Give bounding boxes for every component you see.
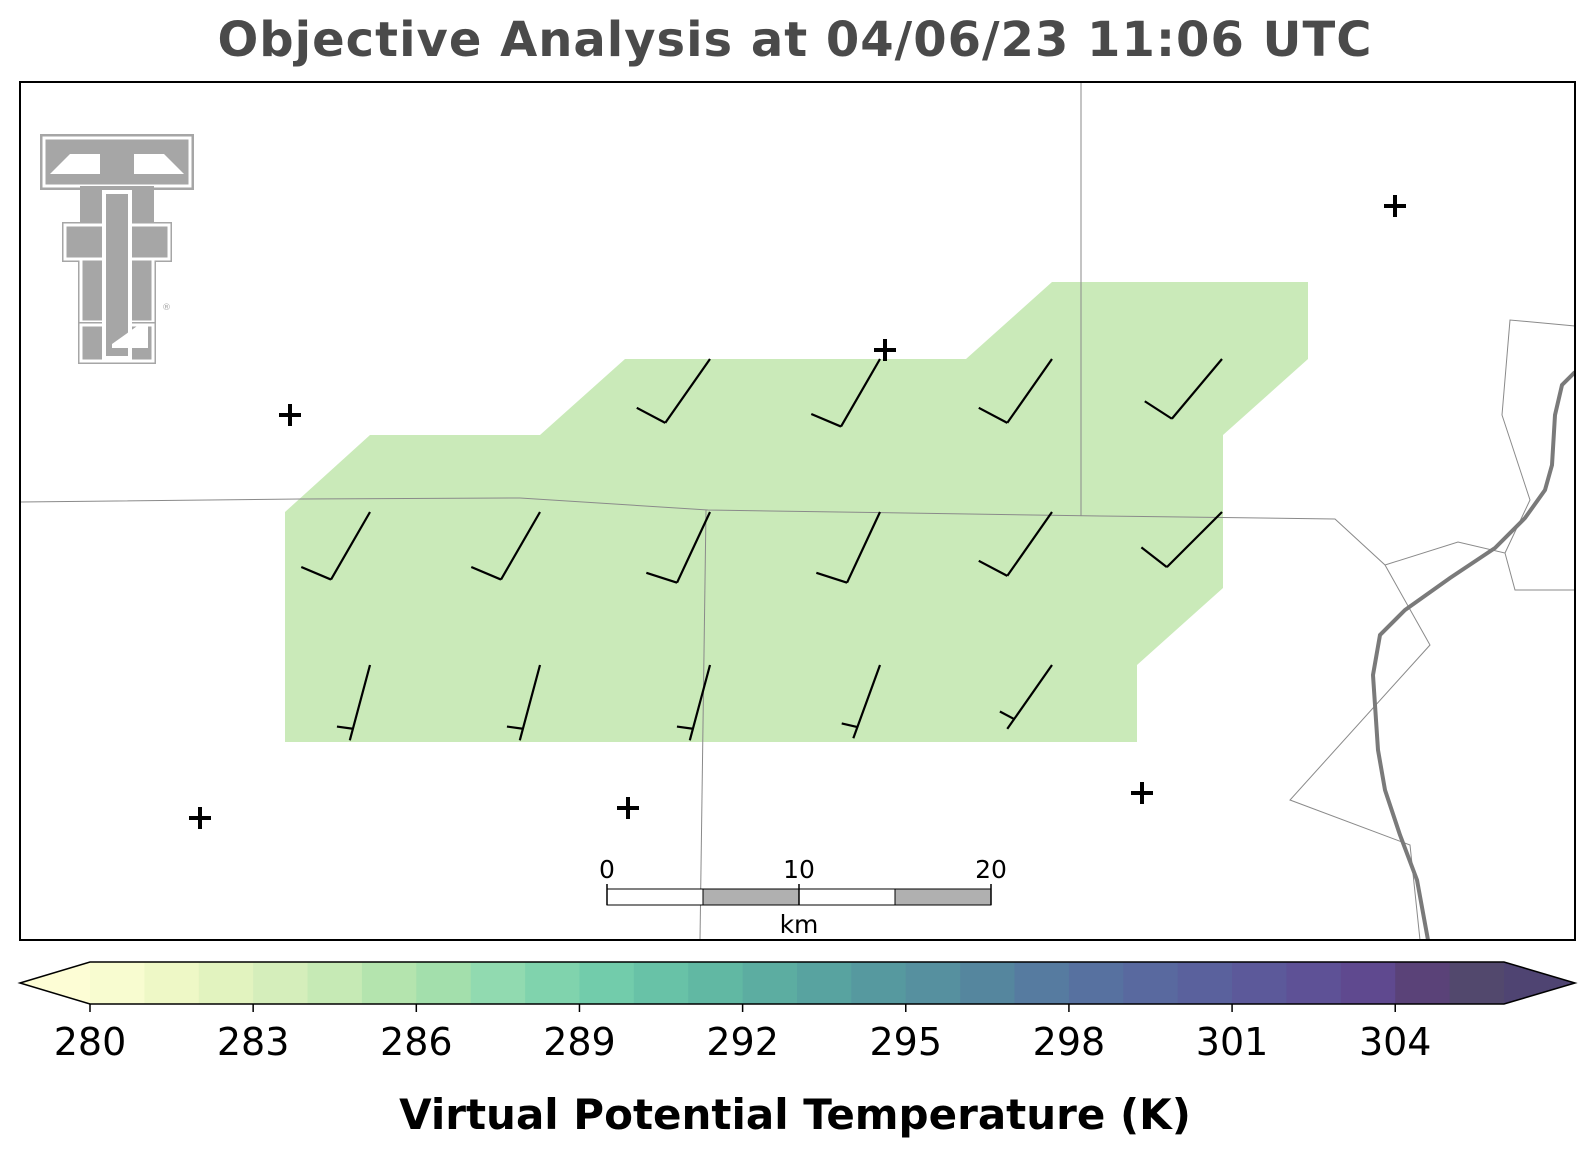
scale-bar-segment [798,888,896,906]
scale-bar-segment [894,888,992,906]
colorbar-cell [633,962,689,1004]
colorbar-cell [470,962,526,1004]
colorbar-cell [90,962,145,1004]
colorbar-cell [960,962,1016,1004]
colorbar-tick-label: 304 [1359,1020,1432,1064]
colorbar-cell [1014,962,1070,1004]
scale-label-10: 10 [783,855,815,884]
colorbar-cell [742,962,798,1004]
colorbar-tick-label: 295 [870,1020,943,1064]
colorbar-label: Virtual Potential Temperature (K) [399,1090,1191,1139]
colorbar-cell [1232,962,1288,1004]
colorbar-cell [579,962,635,1004]
colorbar-tick-label: 298 [1033,1020,1106,1064]
wind-barb [1140,511,1223,569]
scale-bar: 0 10 20 km [599,855,1007,939]
colorbar-cell [1395,962,1451,1004]
scale-bar-segment [606,888,704,906]
colorbar-cell [1068,962,1124,1004]
colorbar-cell [416,962,472,1004]
colorbar-cells [90,962,1505,1004]
colorbar-cell [253,962,309,1004]
station-marker [874,339,896,361]
colorbar-tick-label: 283 [217,1020,290,1064]
colorbar-cell [797,962,852,1004]
colorbar-cell [1449,962,1505,1004]
map-title: Objective Analysis at 04/06/23 11:06 UTC [217,12,1373,68]
colorbar-tick-label: 301 [1196,1020,1269,1064]
colorbar-cell [198,962,254,1004]
scale-unit: km [780,910,819,939]
scale-label-20: 20 [975,855,1007,884]
station-marker [1131,782,1153,804]
colorbar-cell [307,962,363,1004]
analysis-fill-region [285,282,1308,742]
texas-tech-double-t-logo: ® [40,134,194,364]
wind-barb [999,664,1053,730]
station-marker [1384,195,1406,217]
wind-barb [636,358,711,424]
colorbar-cell [1286,962,1342,1004]
colorbar-tick-label: 292 [706,1020,779,1064]
colorbar-over-arrow [1504,962,1575,1004]
county-boundaries [20,82,1575,940]
wind-barb [841,664,882,739]
wind-barb [978,511,1053,577]
station-markers [189,195,1406,829]
colorbar-tick-label: 289 [543,1020,616,1064]
colorbar-cell [144,962,200,1004]
colorbar-cell [525,962,581,1004]
colorbar-tick-label: 286 [380,1020,453,1064]
river-line [1370,370,1575,940]
scale-bar-segment [702,888,800,906]
wind-barb [506,664,542,741]
wind-barb [646,511,711,584]
wind-barb [676,664,712,741]
scale-label-0: 0 [599,855,615,884]
wind-barb [810,358,881,428]
colorbar-ticks: 280 283 286 289 292 295 298 301 304 [54,1004,1432,1064]
colorbar-cell [905,962,961,1004]
colorbar[interactable]: 280 283 286 289 292 295 298 301 304 [17,961,1578,1064]
station-marker [189,807,211,829]
colorbar-cell [1340,962,1396,1004]
wind-barb [1144,358,1223,420]
station-marker [279,404,301,426]
colorbar-cell [1177,962,1233,1004]
colorbar-cell [851,962,907,1004]
wind-barb [336,664,372,741]
colorbar-cell [1123,962,1179,1004]
wind-barbs [300,358,1223,741]
svg-text:®: ® [162,303,171,313]
colorbar-under-arrow [20,962,90,1004]
wind-barb [300,511,371,581]
wind-barb [816,511,881,584]
station-marker [617,797,639,819]
wind-barb [978,358,1053,424]
map-panel[interactable]: ® 0 10 20 km [19,81,1576,941]
colorbar-cell [361,962,417,1004]
wind-barb [470,511,541,581]
map-frame [19,81,1576,941]
colorbar-tick-label: 280 [54,1020,127,1064]
colorbar-cell [688,962,744,1004]
